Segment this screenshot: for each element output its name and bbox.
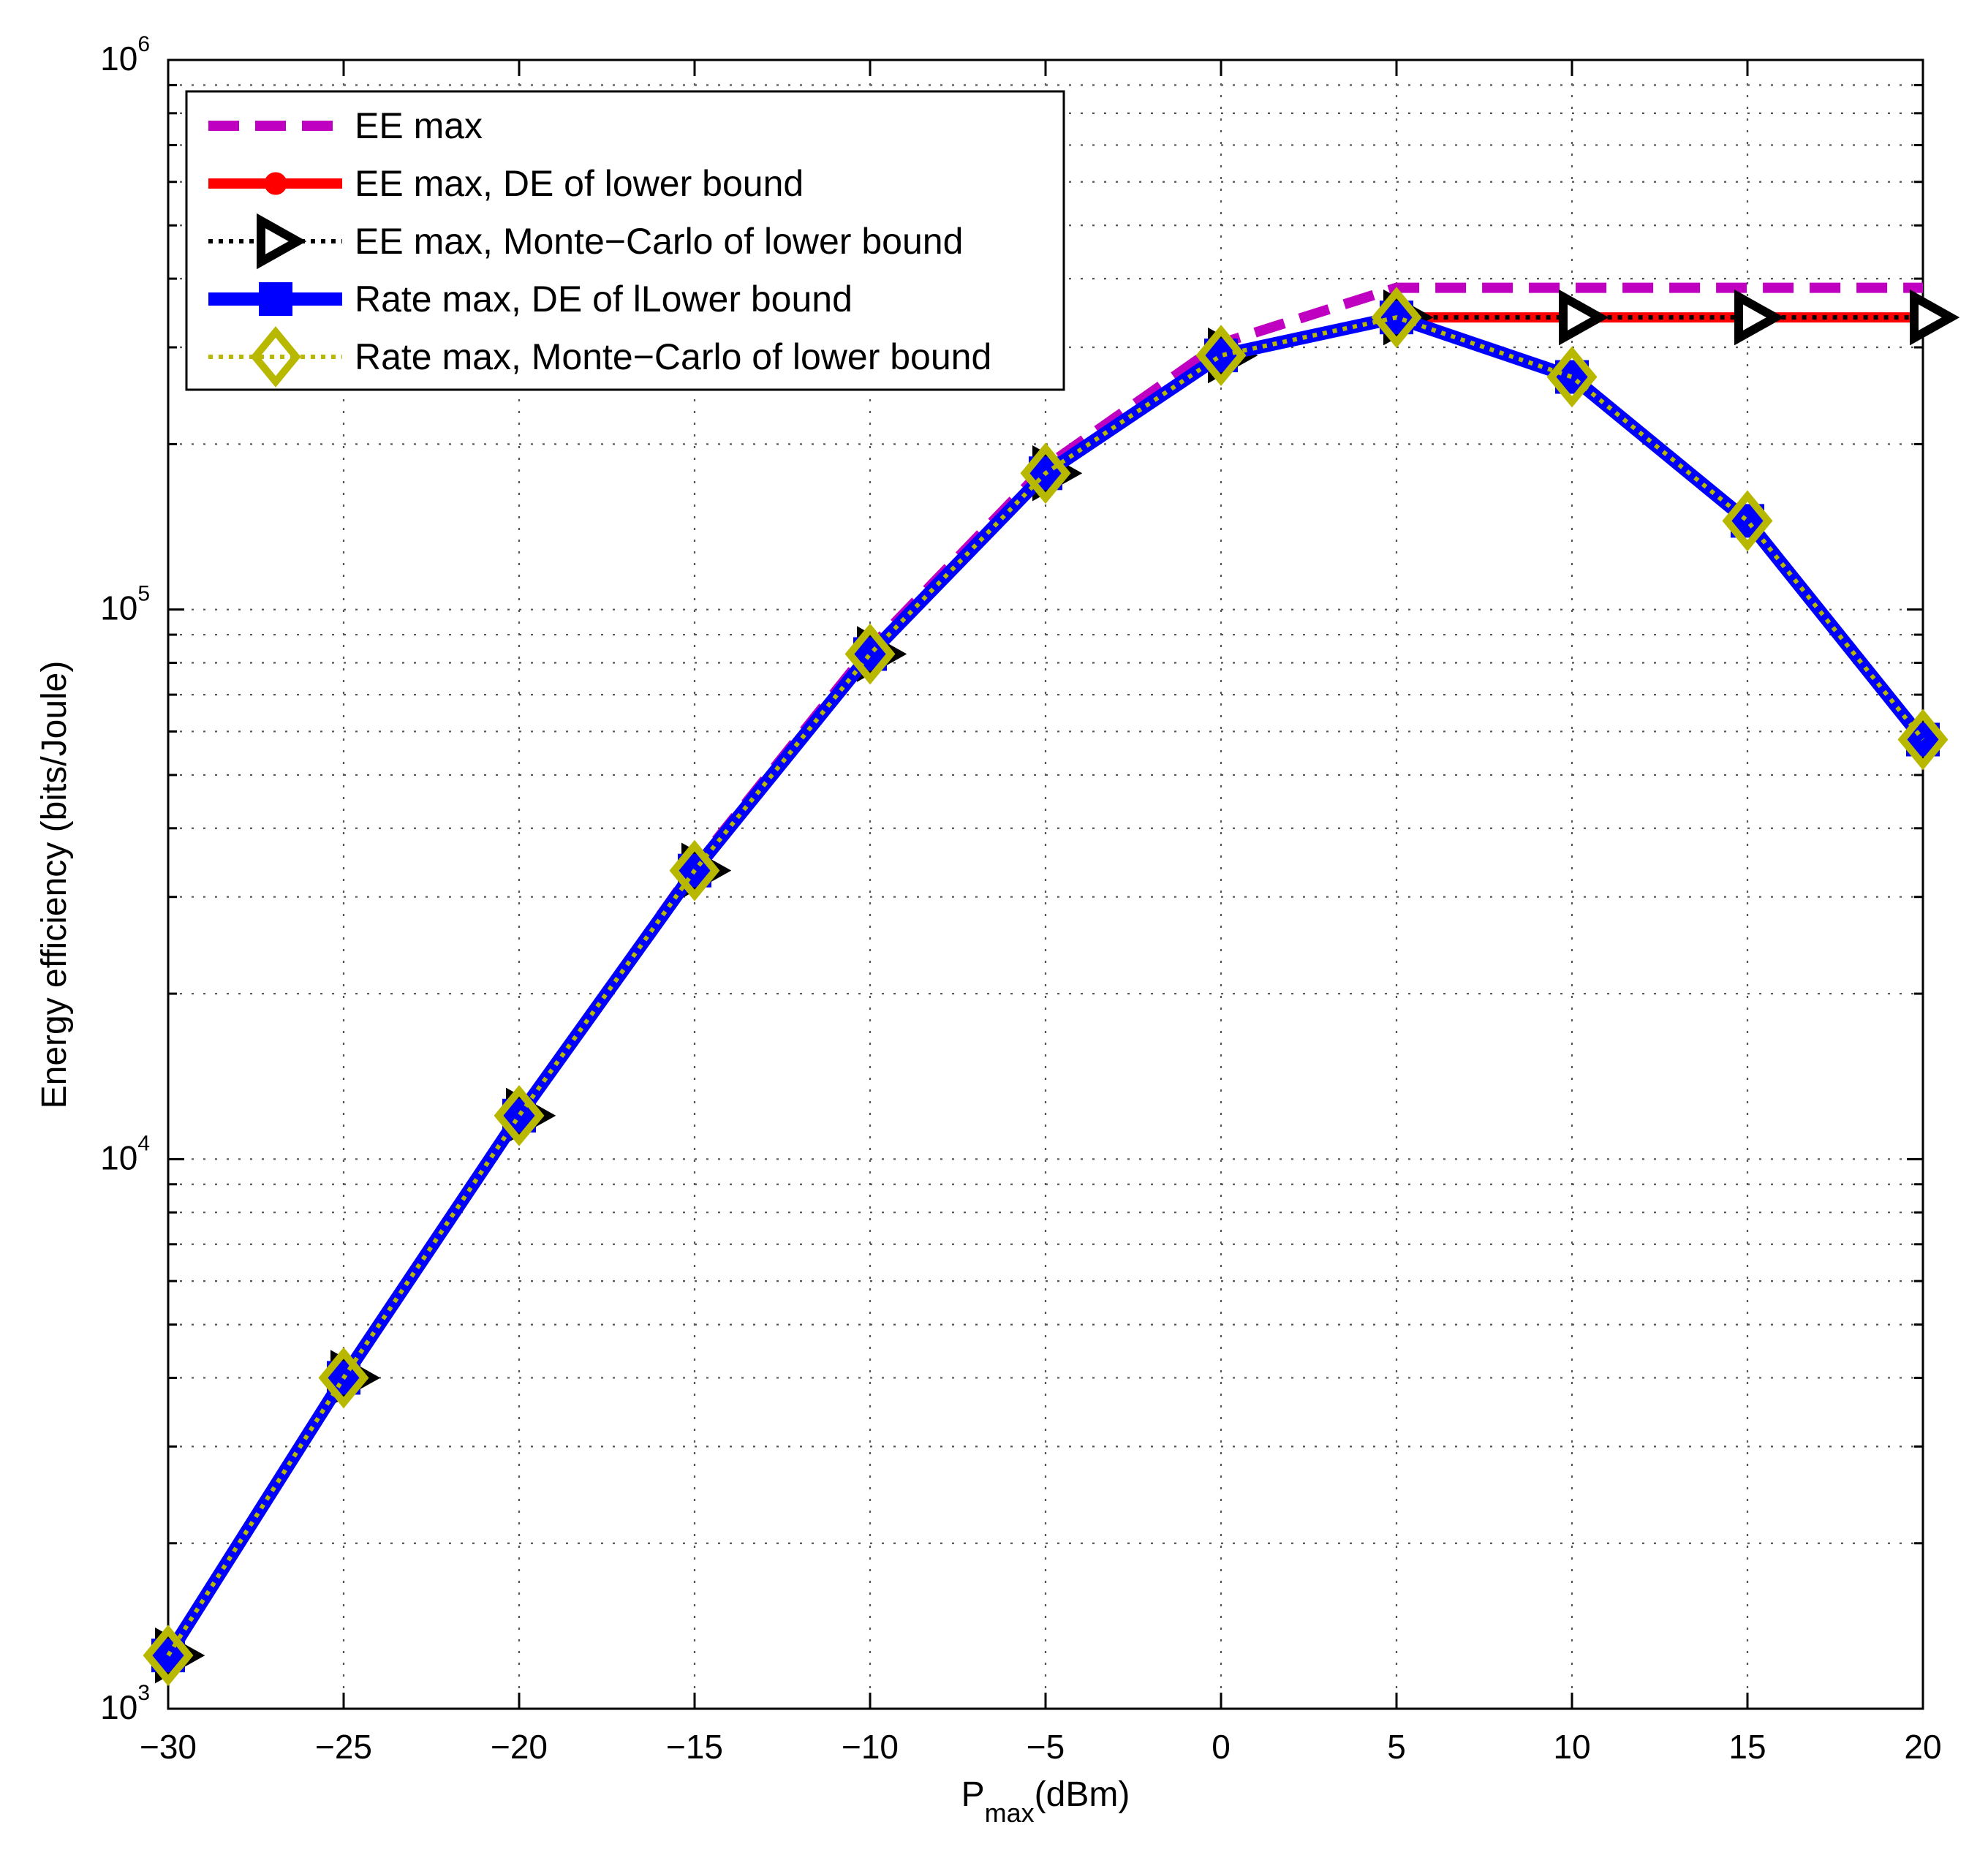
legend-label: EE max bbox=[355, 105, 483, 146]
y-tick-label: 105 bbox=[100, 582, 150, 627]
diamond-marker bbox=[669, 839, 720, 902]
triangle-marker bbox=[1734, 289, 1785, 346]
triangle-marker bbox=[1910, 289, 1960, 346]
y-axis-label: Energy efficiency (bits/Joule) bbox=[35, 661, 74, 1109]
legend-entry-5: Rate max, Monte−Carlo of lower bound bbox=[208, 326, 991, 388]
legend: EE max EE max, DE of lower bound EE max, M… bbox=[185, 90, 1065, 391]
x-tick-label: 15 bbox=[1728, 1728, 1766, 1766]
diamond-marker bbox=[1195, 325, 1247, 386]
x-axis-label: Pmax(dBm) bbox=[961, 1775, 1130, 1828]
x-axis-label-unit: (dBm) bbox=[1035, 1775, 1130, 1814]
legend-entry-1: EE max bbox=[208, 105, 483, 146]
y-tick-labels: 103 104 105 106 bbox=[100, 32, 150, 1726]
diamond-marker bbox=[143, 1625, 194, 1687]
diamond-marker bbox=[1371, 287, 1422, 349]
series-5 bbox=[143, 287, 1949, 1687]
diamond-marker bbox=[250, 326, 301, 388]
x-tick-label: −15 bbox=[666, 1728, 723, 1766]
legend-entry-4: Rate max, DE of lLower bound bbox=[208, 279, 853, 320]
y-tick-label: 103 bbox=[100, 1681, 150, 1726]
x-tick-label: −30 bbox=[140, 1728, 197, 1766]
x-axis-label-subscript: max bbox=[985, 1798, 1035, 1828]
legend-label: EE max, DE of lower bound bbox=[355, 163, 804, 204]
legend-label: EE max, Monte−Carlo of lower bound bbox=[355, 221, 963, 262]
x-tick-labels: −30 −25 −20 −15 −10 −5 0 5 10 15 20 bbox=[140, 1728, 1942, 1766]
series-layer bbox=[143, 282, 1960, 1687]
x-tick-label: −5 bbox=[1027, 1728, 1065, 1766]
legend-entry-3: EE max, Monte−Carlo of lower bound bbox=[208, 213, 963, 270]
series-line bbox=[166, 315, 1925, 1657]
x-tick-label: −20 bbox=[491, 1728, 548, 1766]
y-tick-label: 104 bbox=[100, 1131, 150, 1176]
x-axis-label-main: P bbox=[961, 1775, 985, 1814]
legend-entry-2: EE max, DE of lower bound bbox=[208, 163, 804, 204]
x-tick-label: 20 bbox=[1904, 1728, 1941, 1766]
diamond-marker bbox=[1722, 490, 1773, 552]
x-tick-label: 10 bbox=[1553, 1728, 1590, 1766]
x-tick-label: 5 bbox=[1387, 1728, 1406, 1766]
circle-marker bbox=[264, 172, 287, 195]
diamond-marker bbox=[1020, 442, 1071, 505]
y-tick-label: 106 bbox=[100, 32, 150, 78]
axis-ticks bbox=[167, 58, 1924, 1710]
x-tick-label: 0 bbox=[1212, 1728, 1231, 1766]
legend-label: Rate max, DE of lLower bound bbox=[355, 279, 853, 320]
square-marker bbox=[259, 282, 292, 316]
diamond-marker bbox=[494, 1084, 545, 1146]
x-tick-label: −10 bbox=[842, 1728, 899, 1766]
legend-label: Rate max, Monte−Carlo of lower bound bbox=[355, 336, 991, 377]
triangle-marker bbox=[257, 213, 307, 270]
diamond-marker bbox=[1897, 708, 1949, 771]
triangle-marker bbox=[1559, 289, 1609, 346]
x-tick-label: −25 bbox=[315, 1728, 372, 1766]
diamond-marker bbox=[1546, 346, 1598, 408]
diamond-marker bbox=[318, 1347, 369, 1409]
diamond-marker bbox=[844, 623, 896, 685]
